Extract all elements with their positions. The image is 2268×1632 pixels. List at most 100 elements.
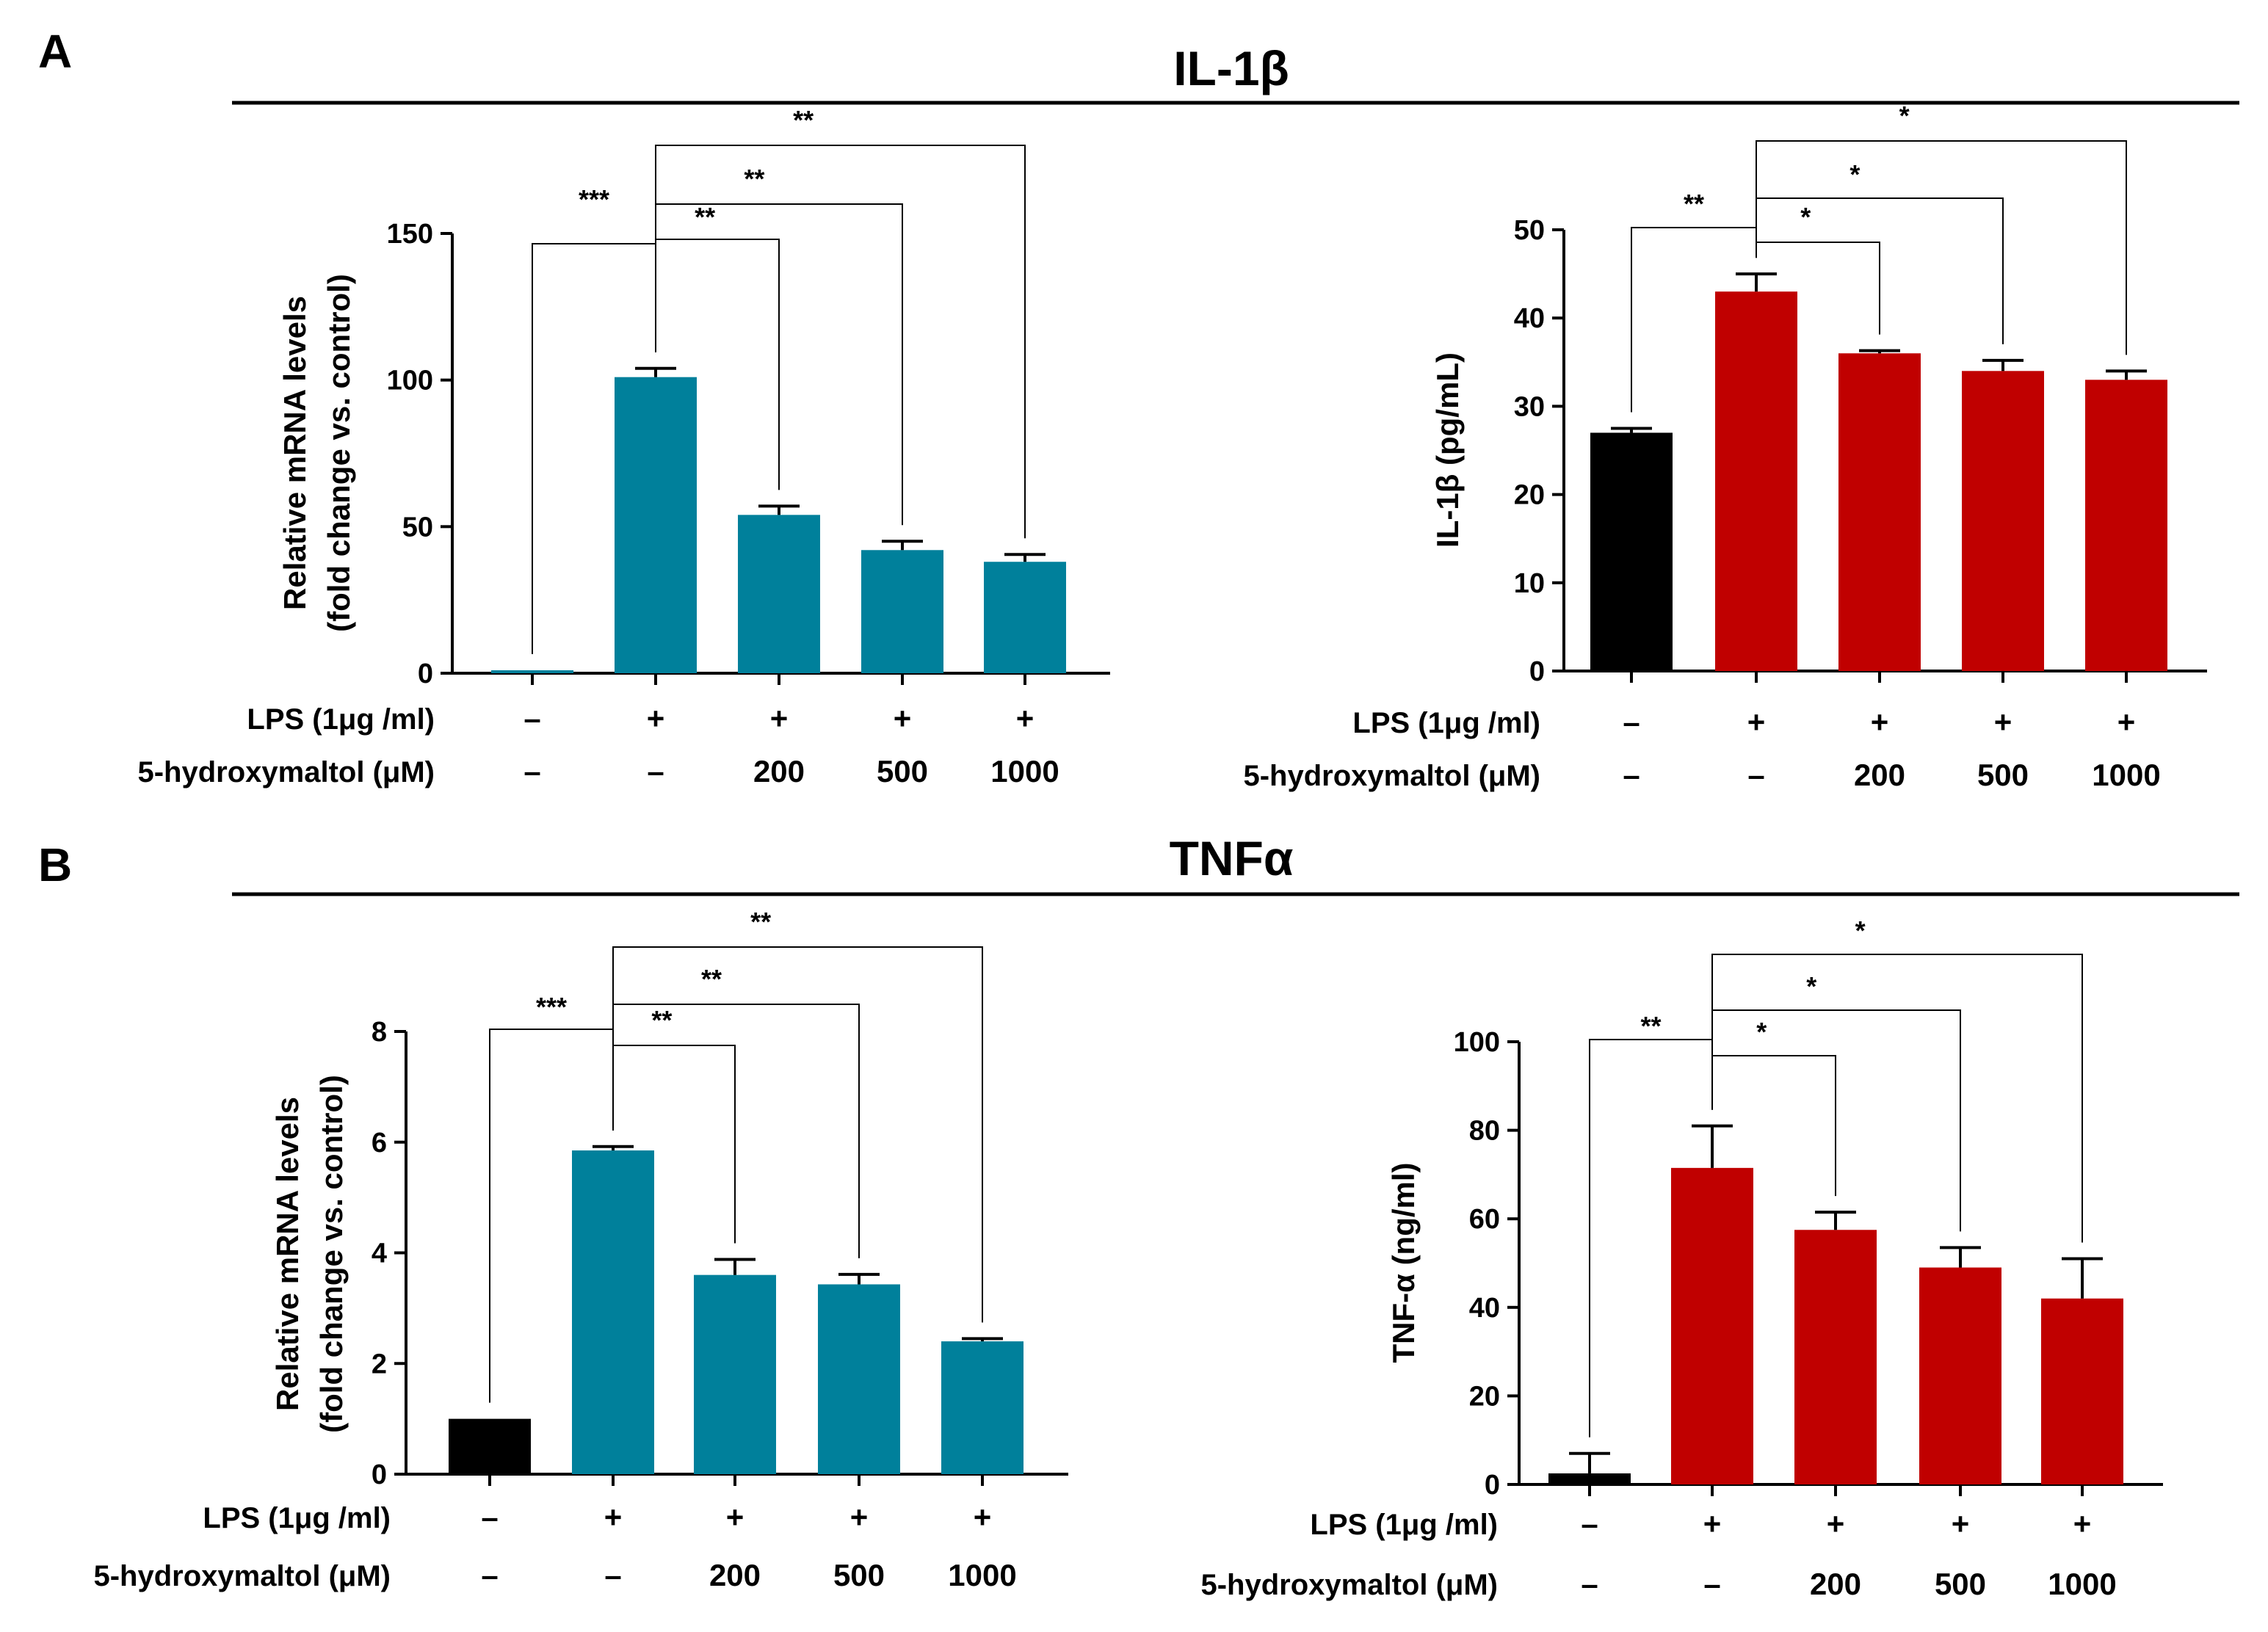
bar — [738, 515, 820, 673]
lps-value: – — [1581, 1506, 1598, 1541]
drug-value: 200 — [753, 754, 805, 788]
lps-value: + — [894, 701, 912, 736]
y-tick-label: 40 — [1469, 1293, 1500, 1324]
bar — [861, 550, 943, 673]
y-tick-label: 8 — [372, 1017, 387, 1048]
y-tick-label: 4 — [372, 1238, 387, 1269]
drug-value: 1000 — [990, 754, 1059, 788]
bar — [1715, 291, 1797, 671]
chart-tnfa-protein: 0 20 40 60 80 100 TNF-α (ng/ml) – – + – +200 +500 +10… — [1200, 915, 2163, 1601]
lps-value: + — [1703, 1506, 1722, 1541]
lps-value: + — [770, 701, 789, 736]
y-tick-label: 80 — [1469, 1116, 1500, 1147]
drug-value: – — [1623, 758, 1640, 792]
bar — [1838, 353, 1921, 671]
y-tick-label: 50 — [402, 512, 433, 543]
bar — [1548, 1473, 1631, 1484]
y-tick-label: 100 — [387, 366, 433, 396]
drug-value: – — [481, 1558, 498, 1592]
lps-value: + — [2073, 1506, 2092, 1541]
bar — [1671, 1167, 1753, 1484]
chart-il1b-protein: 0 10 20 30 40 50 IL-1β (pg/mL) – – + – +200 +500 +100… — [1243, 101, 2207, 792]
drug-value: – — [604, 1558, 621, 1592]
drug-row-label: 5-hydroxymaltol (μM) — [93, 1560, 391, 1592]
lps-value: + — [1871, 705, 1889, 739]
lps-value: + — [2117, 705, 2136, 739]
bar — [694, 1274, 776, 1474]
drug-value: 500 — [1977, 758, 2029, 792]
lps-value: + — [1016, 701, 1035, 736]
panel-letter-b: B — [38, 838, 72, 891]
y-tick-label: 6 — [372, 1128, 387, 1158]
y-axis-label: TNF-α (ng/ml) — [1386, 1162, 1421, 1363]
lps-value: + — [1994, 705, 2012, 739]
significance-label: * — [1800, 202, 1811, 232]
y-tick-label: 0 — [372, 1459, 387, 1490]
drug-value: 200 — [709, 1558, 761, 1592]
drug-value: 1000 — [2092, 758, 2160, 792]
y-tick-label: 150 — [387, 219, 433, 250]
section-title-il1b: IL-1β — [1173, 41, 1289, 95]
y-tick-label: 20 — [1514, 480, 1545, 511]
lps-value: – — [481, 1500, 498, 1534]
bar — [615, 377, 697, 673]
significance-label: ** — [1684, 189, 1704, 219]
significance-label: ** — [695, 202, 715, 232]
drug-row-label: 5-hydroxymaltol (μM) — [1243, 760, 1540, 792]
significance-label: *** — [536, 992, 567, 1022]
bar — [491, 670, 573, 673]
y-tick-label: 50 — [1514, 215, 1545, 246]
y-tick-label: 60 — [1469, 1204, 1500, 1235]
lps-row-label: LPS (1μg /ml) — [247, 703, 435, 736]
drug-value: 500 — [1935, 1567, 1986, 1601]
y-tick-label: 40 — [1514, 303, 1545, 334]
drug-value: 500 — [833, 1558, 885, 1592]
y-axis-label: IL-1β (pg/mL) — [1430, 352, 1465, 548]
significance-label: ** — [744, 164, 764, 194]
chart-il1b-mrna: 0 50 100 150 Relative mRNA levels (fold chang… — [137, 105, 1110, 788]
drug-value: 200 — [1810, 1567, 1861, 1601]
y-tick-label: 0 — [1485, 1470, 1500, 1501]
significance-bracket — [612, 946, 983, 1323]
significance-label: * — [1756, 1017, 1767, 1047]
panel-letter-a: A — [38, 25, 72, 78]
drug-value: – — [1703, 1567, 1720, 1601]
bar — [984, 562, 1066, 673]
drug-value: 1000 — [948, 1558, 1016, 1592]
chart-tnfa-mrna: 0 2 4 6 8 Relative mRNA levels (fold change vs… — [93, 907, 1068, 1592]
lps-row-label: LPS (1μg /ml) — [203, 1502, 391, 1534]
lps-row-label: LPS (1μg /ml) — [1352, 707, 1540, 739]
lps-value: + — [1747, 705, 1766, 739]
significance-bracket — [655, 145, 1026, 539]
lps-value: + — [850, 1500, 869, 1534]
drug-value: – — [647, 754, 664, 788]
y-axis-label: Relative mRNA levels — [278, 296, 312, 610]
y-axis-label: Relative mRNA levels — [270, 1097, 305, 1411]
bar — [1794, 1230, 1877, 1484]
y-tick-label: 100 — [1454, 1027, 1500, 1058]
lps-value: – — [523, 701, 540, 736]
significance-label: ** — [1640, 1011, 1661, 1041]
significance-label: ** — [750, 907, 771, 937]
bar — [1962, 371, 2044, 671]
lps-value: + — [647, 701, 665, 736]
drug-value: 1000 — [2048, 1567, 2116, 1601]
bar — [941, 1341, 1024, 1474]
drug-value: – — [1747, 758, 1764, 792]
bar — [2085, 380, 2167, 671]
significance-label: * — [1849, 159, 1860, 189]
y-tick-label: 30 — [1514, 391, 1545, 422]
bar — [1919, 1267, 2001, 1484]
y-axis-label: (fold change vs. control) — [322, 274, 356, 632]
y-tick-label: 20 — [1469, 1381, 1500, 1412]
significance-label: ** — [651, 1005, 672, 1035]
bar — [572, 1150, 654, 1474]
significance-label: * — [1855, 915, 1866, 946]
y-tick-label: 0 — [1529, 656, 1545, 687]
section-title-tnfa: TNFα — [1170, 831, 1294, 885]
lps-value: + — [1952, 1506, 1970, 1541]
significance-label: ** — [793, 105, 814, 135]
drug-value: 200 — [1854, 758, 1905, 792]
drug-row-label: 5-hydroxymaltol (μM) — [1200, 1569, 1498, 1601]
drug-value: 500 — [877, 754, 928, 788]
